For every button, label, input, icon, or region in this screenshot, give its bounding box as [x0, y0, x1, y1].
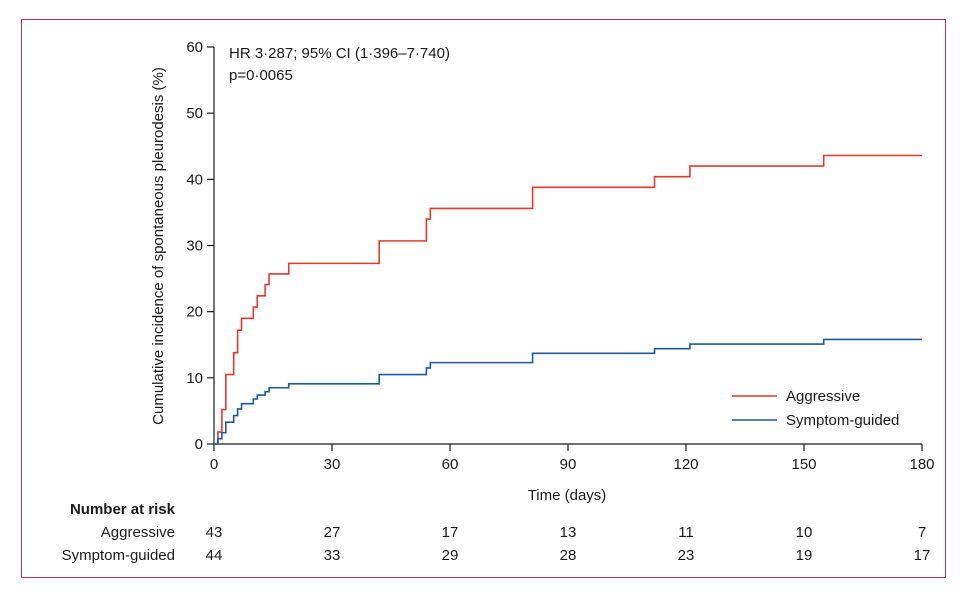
hazard-ratio-annotation: HR 3·287; 95% CI (1·396–7·740)	[229, 45, 450, 62]
risk-count: 7	[918, 524, 926, 541]
risk-count: 43	[206, 524, 223, 541]
risk-count: 28	[560, 547, 577, 564]
legend-label-symptom-guided: Symptom-guided	[786, 412, 899, 429]
x-tick-label: 120	[673, 456, 698, 473]
y-tick-label: 40	[186, 171, 203, 188]
risk-row-label-aggressive: Aggressive	[101, 524, 175, 541]
x-tick-label: 90	[560, 456, 577, 473]
y-tick-label: 10	[186, 370, 203, 387]
y-tick-label: 20	[186, 304, 203, 321]
legend-label-aggressive: Aggressive	[786, 388, 860, 405]
risk-count: 33	[324, 547, 341, 564]
risk-row-label-symptom-guided: Symptom-guided	[62, 547, 175, 564]
y-axis-title: Cumulative incidence of spontaneous pleu…	[150, 67, 167, 425]
series-group	[214, 154, 922, 445]
x-axis-title: Time (days)	[528, 487, 607, 504]
y-tick-label: 60	[186, 39, 203, 56]
risk-count: 13	[560, 524, 577, 541]
risk-count: 19	[796, 547, 813, 564]
x-tick-label: 0	[210, 456, 218, 473]
risk-count: 17	[442, 524, 459, 541]
y-tick-label: 50	[186, 105, 203, 122]
risk-table: Number at risk Aggressive Symptom-guided…	[62, 501, 931, 564]
x-ticks: 0 30 60 90 120 150 180	[210, 444, 935, 473]
risk-table-title: Number at risk	[70, 501, 176, 518]
y-tick-label: 0	[195, 436, 203, 453]
risk-count: 29	[442, 547, 459, 564]
risk-count: 27	[324, 524, 341, 541]
risk-count: 23	[678, 547, 695, 564]
risk-count: 44	[206, 547, 223, 564]
x-tick-label: 30	[324, 456, 341, 473]
risk-count: 11	[678, 524, 694, 541]
x-tick-label: 60	[442, 456, 459, 473]
figure-frame	[21, 19, 946, 578]
y-ticks: 0 10 20 30 40 50 60	[186, 39, 214, 453]
series-line-aggressive	[214, 154, 922, 445]
risk-count: 10	[796, 524, 813, 541]
x-tick-label: 150	[791, 456, 816, 473]
x-tick-label: 180	[909, 456, 934, 473]
risk-count: 17	[914, 547, 931, 564]
series-line-symptom-guided	[214, 338, 922, 445]
legend: Aggressive Symptom-guided	[732, 388, 899, 429]
y-tick-label: 30	[186, 238, 203, 255]
p-value-annotation: p=0·0065	[229, 67, 293, 84]
